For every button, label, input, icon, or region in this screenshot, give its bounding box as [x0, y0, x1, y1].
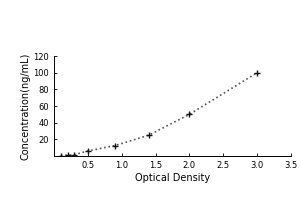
Y-axis label: Concentration(ng/mL): Concentration(ng/mL)	[21, 52, 31, 160]
X-axis label: Optical Density: Optical Density	[135, 173, 210, 183]
